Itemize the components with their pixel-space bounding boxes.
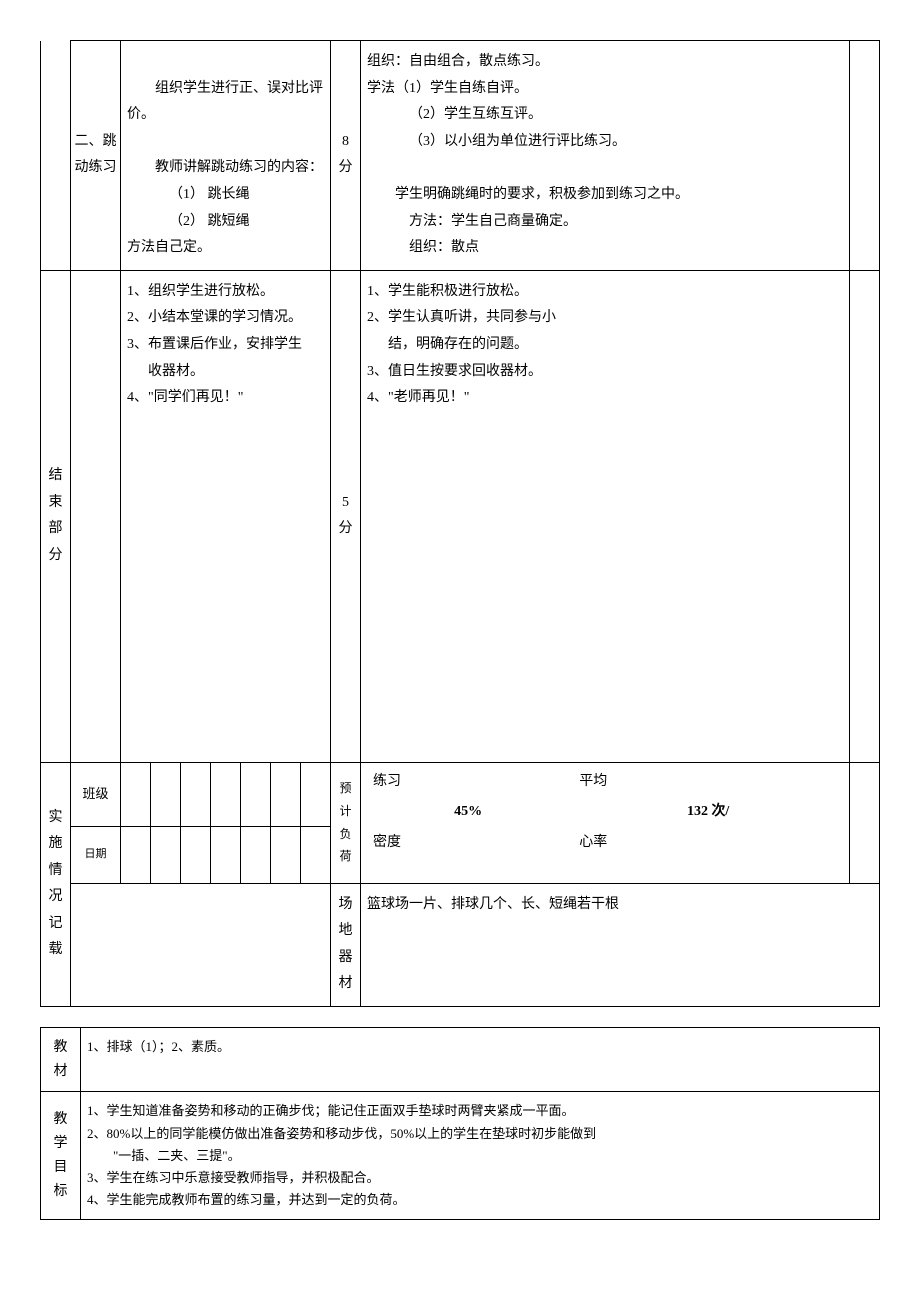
teacher-line: 3、布置课后作业，安排学生 收器材。 (127, 332, 324, 385)
teacher-line: 组织学生进行正、误对比评价。 (127, 76, 324, 129)
class-slot (301, 762, 331, 826)
empty-end-cell (850, 41, 880, 271)
student-line: 3、值日生按要求回收器材。 (367, 359, 843, 386)
teacher-line: 1、组织学生进行放松。 (127, 279, 324, 306)
date-slot (151, 826, 181, 883)
goal-line: 3、学生在练习中乐意接受教师指导，并积极配合。 (87, 1167, 873, 1189)
venue-label-cell: 场地器材 (331, 883, 361, 1006)
class-slot (211, 762, 241, 826)
time-text: 8分 (339, 134, 353, 176)
material-label: 教材 (54, 1040, 68, 1079)
density-label: 密度 (365, 828, 571, 859)
student-activity-cell-1: 组织：自由组合，散点练习。 学法（1）学生自练自评。 （2）学生互练互评。 （3… (361, 41, 850, 271)
main-section-cell (41, 41, 71, 271)
student-line: （3）以小组为单位进行评比练习。 (367, 129, 843, 156)
impl-label-text: 实施情况记载 (49, 810, 63, 958)
goals-label: 教学目标 (54, 1112, 68, 1198)
empty-end-cell (850, 270, 880, 762)
material-content-cell: 1、排球（1）；2、素质。 (81, 1027, 880, 1092)
venue-label: 场地器材 (339, 897, 353, 992)
teacher-line: 2、小结本堂课的学习情况。 (127, 305, 324, 332)
venue-content: 篮球场一片、排球几个、长、短绳若干根 (367, 897, 619, 912)
class-slot (181, 762, 211, 826)
teacher-line: 教师讲解跳动练习的内容： (127, 155, 324, 182)
practice-label: 练习 (365, 767, 571, 798)
student-line: 1、学生能积极进行放松。 (367, 279, 843, 306)
teacher-activity-cell-1: 组织学生进行正、误对比评价。 教师讲解跳动练习的内容： （1） 跳长绳 （2） … (121, 41, 331, 271)
material-content: 1、排球（1）；2、素质。 (87, 1039, 230, 1054)
student-activity-cell-2: 1、学生能积极进行放松。 2、学生认真听讲，共同参与小 结，明确存在的问题。 3… (361, 270, 850, 762)
time-cell-1: 8分 (331, 41, 361, 271)
lesson-plan-table-2: 教材 1、排球（1）；2、素质。 教学目标 1、学生知道准备姿势和移动的正确步伐… (40, 1027, 880, 1220)
forecast-label-cell: 预计负荷 (331, 762, 361, 883)
notes-cell (71, 883, 331, 1006)
teacher-activity-cell-2: 1、组织学生进行放松。 2、小结本堂课的学习情况。 3、布置课后作业，安排学生 … (121, 270, 331, 762)
forecast-label: 预计负荷 (339, 781, 351, 863)
teacher-line: 4、"同学们再见！" (127, 385, 324, 412)
end-section-label: 结束部分 (41, 270, 71, 762)
goal-line: 2、80%以上的同学能模仿做出准备姿势和移动步伐，50%以上的学生在垫球时初步能… (87, 1123, 873, 1145)
student-line: 组织：散点 (367, 235, 843, 262)
date-slot (241, 826, 271, 883)
date-slot (271, 826, 301, 883)
sub-label-text: 二、跳动练习 (75, 134, 117, 176)
implementation-label: 实施情况记载 (41, 762, 71, 1006)
teacher-line: （1） 跳长绳 (127, 182, 324, 209)
teacher-line: （2） 跳短绳 (127, 209, 324, 236)
date-label-cell: 日期 (71, 826, 121, 883)
goals-label-cell: 教学目标 (41, 1092, 81, 1219)
student-line: （2）学生互练互评。 (367, 102, 843, 129)
stats-cell: 练习 平均 45% 132 次/ 密度 心率 (361, 762, 850, 883)
class-slot (121, 762, 151, 826)
lesson-plan-table-1: 二、跳动练习 组织学生进行正、误对比评价。 教师讲解跳动练习的内容： （1） 跳… (40, 40, 880, 1007)
student-line: 学法（1）学生自练自评。 (367, 76, 843, 103)
time-text: 5分 (339, 495, 353, 537)
class-slot (271, 762, 301, 826)
student-line: 学生明确跳绳时的要求，积极参加到练习之中。 (367, 182, 843, 209)
empty-sub-cell (71, 270, 121, 762)
student-line: 4、"老师再见！" (367, 385, 843, 412)
goals-content-cell: 1、学生知道准备姿势和移动的正确步伐；能记住正面双手垫球时两臂夹紧成一平面。 2… (81, 1092, 880, 1219)
class-slot (241, 762, 271, 826)
date-slot (301, 826, 331, 883)
venue-content-cell: 篮球场一片、排球几个、长、短绳若干根 (361, 883, 880, 1006)
sub-section-label: 二、跳动练习 (71, 41, 121, 271)
stats-inner-table: 练习 平均 45% 132 次/ 密度 心率 (365, 767, 845, 859)
material-label-cell: 教材 (41, 1027, 81, 1092)
goal-line: "一插、二夹、三提"。 (87, 1145, 873, 1167)
date-slot (121, 826, 151, 883)
density-value: 45% (365, 797, 571, 828)
goal-line: 1、学生知道准备姿势和移动的正确步伐；能记住正面双手垫球时两臂夹紧成一平面。 (87, 1100, 873, 1122)
student-line: 方法：学生自己商量确定。 (367, 209, 843, 236)
date-slot (211, 826, 241, 883)
goal-line: 4、学生能完成教师布置的练习量，并达到一定的负荷。 (87, 1189, 873, 1211)
time-cell-2: 5分 (331, 270, 361, 762)
date-label: 日期 (85, 848, 107, 860)
date-slot (181, 826, 211, 883)
teacher-line: 方法自己定。 (127, 235, 324, 262)
student-line: 2、学生认真听讲，共同参与小 结，明确存在的问题。 (367, 305, 843, 358)
empty-end-cell (850, 762, 880, 883)
student-line: 组织：自由组合，散点练习。 (367, 49, 843, 76)
end-label-text: 结束部分 (49, 468, 63, 563)
class-label-cell: 班级 (71, 762, 121, 826)
class-label: 班级 (82, 786, 108, 801)
avg-label: 平均 (571, 767, 845, 798)
heartrate-label: 心率 (571, 828, 845, 859)
class-slot (151, 762, 181, 826)
heartrate-value: 132 次/ (571, 797, 845, 828)
